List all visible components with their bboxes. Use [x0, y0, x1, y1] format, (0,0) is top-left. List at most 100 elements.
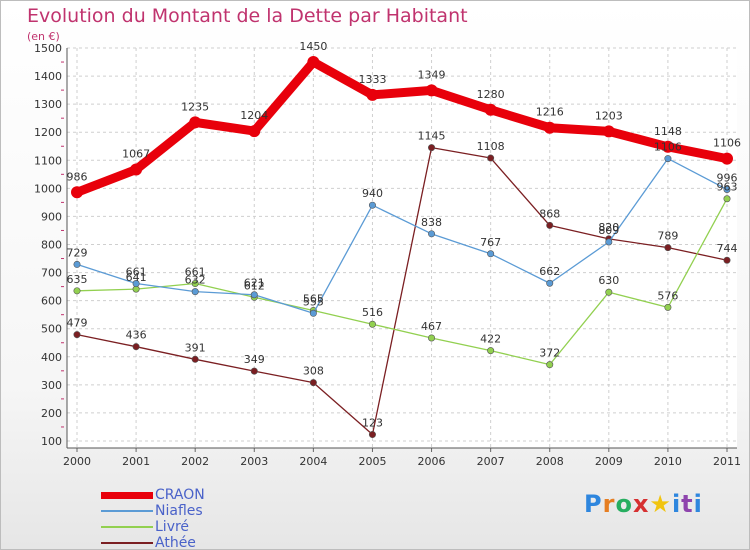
data-point: [546, 361, 554, 369]
plot-area: [67, 48, 737, 448]
y-tick-label: 100: [41, 435, 62, 448]
data-label: 662: [539, 265, 560, 278]
data-point: [664, 155, 672, 163]
data-label: 565: [303, 292, 324, 305]
data-point: [248, 125, 261, 138]
data-label: 641: [126, 271, 147, 284]
data-label: 1108: [477, 140, 505, 153]
x-tick-label: 2005: [358, 455, 386, 468]
data-label: 820: [598, 221, 619, 234]
data-point: [428, 144, 436, 152]
series-line-craon: [72, 57, 732, 197]
y-tick-label: 1000: [34, 182, 62, 195]
data-label: 1349: [418, 68, 446, 81]
data-label: 1280: [477, 88, 505, 101]
data-point: [191, 355, 199, 363]
logo-letter: x: [632, 490, 650, 518]
legend-swatch: [101, 526, 153, 528]
data-point: [366, 88, 379, 101]
x-tick-label: 2007: [477, 455, 505, 468]
data-point: [602, 125, 615, 138]
data-point: [132, 343, 140, 351]
legend-item: Livré: [101, 519, 205, 535]
data-point: [605, 238, 613, 246]
y-tick-label: 500: [41, 323, 62, 336]
y-tick-label: 700: [41, 267, 62, 280]
data-label: 436: [126, 329, 147, 342]
data-point: [487, 154, 495, 162]
data-label: 1145: [418, 130, 446, 143]
data-label: 996: [717, 171, 738, 184]
y-tick-label: 800: [41, 239, 62, 252]
proxiti-logo: Prox★iti: [584, 490, 703, 518]
data-point: [543, 121, 556, 134]
x-tick-label: 2000: [63, 455, 91, 468]
series-line-niafles: [76, 157, 728, 314]
data-point: [484, 103, 497, 116]
data-label: 661: [126, 266, 147, 279]
data-label: 422: [480, 333, 501, 346]
logo-letter: P: [584, 490, 603, 518]
chart-legend: CRAON Niafles Livré Athée: [101, 487, 205, 549]
data-point: [723, 185, 731, 193]
data-label: 1235: [181, 100, 209, 113]
x-tick-label: 2001: [122, 455, 150, 468]
x-tick-label: 2006: [418, 455, 446, 468]
data-label: 661: [185, 266, 206, 279]
data-point: [309, 309, 317, 317]
data-point: [661, 140, 674, 153]
logo-letter: t: [681, 490, 694, 518]
legend-item: CRAON: [101, 487, 205, 503]
logo-letter: r: [602, 490, 616, 518]
data-point: [546, 279, 554, 287]
data-point: [723, 256, 731, 264]
data-point: [250, 291, 258, 299]
y-tick-label: 1200: [34, 126, 62, 139]
series-line-athée: [76, 147, 728, 436]
data-label: 576: [657, 289, 678, 302]
data-label: 868: [539, 207, 560, 220]
logo-letter: o: [615, 490, 633, 518]
data-point: [73, 260, 81, 268]
data-point: [425, 84, 438, 97]
data-point: [191, 288, 199, 296]
y-tick-label: 400: [41, 351, 62, 364]
data-label: 940: [362, 187, 383, 200]
y-tick-label: 1300: [34, 98, 62, 111]
data-label: 838: [421, 216, 442, 229]
legend-swatch: [101, 510, 153, 512]
y-tick-label: 600: [41, 295, 62, 308]
data-label: 612: [244, 279, 265, 292]
data-label: 349: [244, 353, 265, 366]
y-tick-label: 1100: [34, 154, 62, 167]
x-tick-label: 2003: [240, 455, 268, 468]
data-point: [73, 331, 81, 339]
data-label: 621: [244, 277, 265, 290]
data-label: 635: [67, 273, 88, 286]
data-point: [428, 334, 436, 342]
y-tick-label: 300: [41, 379, 62, 392]
data-point: [189, 116, 202, 129]
data-label: 767: [480, 236, 501, 249]
data-point: [71, 186, 83, 199]
data-label: 963: [717, 181, 738, 194]
data-point: [307, 56, 320, 69]
data-point: [73, 287, 81, 295]
data-point: [546, 221, 554, 229]
legend-label: CRAON: [155, 487, 205, 503]
data-label: 1216: [536, 106, 564, 119]
data-point: [605, 288, 613, 296]
data-label: 467: [421, 320, 442, 333]
y-tick-label: 1500: [34, 42, 62, 55]
data-label: 1203: [595, 109, 623, 122]
data-point: [428, 230, 436, 238]
logo-letter: i: [671, 490, 682, 518]
data-label: 1106: [654, 141, 682, 154]
data-point: [487, 347, 495, 355]
x-tick-label: 2011: [713, 455, 741, 468]
data-point: [309, 379, 317, 387]
data-point: [191, 280, 199, 288]
y-tick-label: 1400: [34, 70, 62, 83]
data-point: [487, 250, 495, 258]
y-tick-label: 900: [41, 210, 62, 223]
